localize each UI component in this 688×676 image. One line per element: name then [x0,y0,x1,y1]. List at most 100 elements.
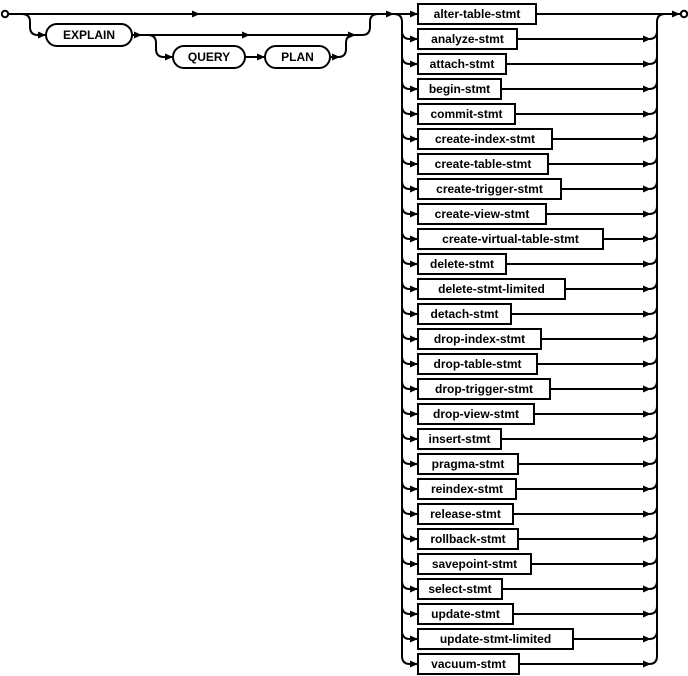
arrow-icon [410,535,418,543]
connector-line [401,555,418,565]
statement-box-update-stmt[interactable]: update-stmt [417,603,514,625]
statement-box-drop-view-stmt[interactable]: drop-view-stmt [417,403,535,425]
statement-box-create-trigger-stmt[interactable]: create-trigger-stmt [417,178,562,200]
statement-box-rollback-stmt[interactable]: rollback-stmt [417,528,519,550]
statement-box-drop-index-stmt[interactable]: drop-index-stmt [417,328,542,350]
arrow-icon [410,260,418,268]
arrow-icon [386,10,394,18]
arrow-icon [672,10,680,18]
statement-label: drop-view-stmt [433,407,519,421]
statement-box-select-stmt[interactable]: select-stmt [417,578,503,600]
connector-line [401,80,418,90]
plan-keyword-label: PLAN [281,50,314,64]
statement-box-shape [417,428,502,450]
arrow-icon [643,110,651,118]
statement-label: attach-stmt [430,57,495,71]
arrow-icon [643,360,651,368]
connector-line [330,34,355,58]
statement-box-pragma-stmt[interactable]: pragma-stmt [417,453,519,475]
connector-line [506,255,658,265]
connector-line [513,605,658,615]
connector-line [531,555,658,565]
arrow-icon [410,635,418,643]
connector-line [401,55,418,65]
statement-box-create-virtual-table-stmt[interactable]: create-virtual-table-stmt [417,228,604,250]
statement-box-savepoint-stmt[interactable]: savepoint-stmt [417,553,532,575]
statement-box-shape [417,103,516,125]
arrow-icon [134,31,142,39]
statement-box-commit-stmt[interactable]: commit-stmt [417,103,516,125]
statement-box-shape [417,503,514,525]
arrow-icon [348,31,356,39]
arrow-icon [165,53,173,61]
connector-line [401,180,418,190]
statement-box-reindex-stmt[interactable]: reindex-stmt [417,478,517,500]
arrow-icon [643,560,651,568]
arrow-icon [410,485,418,493]
arrow-icon [410,235,418,243]
arrow-icon [242,31,250,39]
statement-box-create-view-stmt[interactable]: create-view-stmt [417,203,547,225]
diagram-nodes: EXPLAIN QUERY PLAN alter-table-stmt analyze-… [0,3,688,675]
connector-line [518,455,658,465]
statement-box-begin-stmt[interactable]: begin-stmt [417,78,502,100]
statement-box-analyze-stmt[interactable]: analyze-stmt [417,28,518,50]
statement-box-vacuum-stmt[interactable]: vacuum-stmt [417,653,520,675]
statement-box-shape [417,28,518,50]
statement-label: delete-stmt [430,257,494,271]
arrow-icon [643,310,651,318]
connector-line [513,505,658,515]
statement-box-delete-stmt[interactable]: delete-stmt [417,253,507,275]
query-keyword[interactable]: QUERY [172,45,246,69]
statement-box-create-table-stmt[interactable]: create-table-stmt [417,153,549,175]
statement-label: drop-trigger-stmt [435,382,533,396]
statement-box-insert-stmt[interactable]: insert-stmt [417,428,502,450]
arrow-icon [332,53,340,61]
statement-box-drop-trigger-stmt[interactable]: drop-trigger-stmt [417,378,551,400]
arrow-icon [643,85,651,93]
statement-box-shape [417,203,547,225]
arrow-icon [410,85,418,93]
query-keyword-shape [172,45,246,69]
statement-box-drop-table-stmt[interactable]: drop-table-stmt [417,353,538,375]
statement-label: pragma-stmt [432,457,505,471]
connector-line [517,30,658,40]
arrow-icon [257,53,265,61]
statement-box-shape [417,478,517,500]
arrow-icon [410,185,418,193]
arrow-icon [410,285,418,293]
statement-box-attach-stmt[interactable]: attach-stmt [417,53,507,75]
statement-box-detach-stmt[interactable]: detach-stmt [417,303,512,325]
arrow-icon [410,660,418,668]
explain-keyword-shape [45,23,133,47]
statement-label: reindex-stmt [431,482,503,496]
connector-line [506,55,658,65]
query-keyword-label: QUERY [188,50,230,64]
statement-box-alter-table-stmt[interactable]: alter-table-stmt [417,3,537,25]
statement-box-shape [417,3,537,25]
statement-label: analyze-stmt [431,32,504,46]
plan-keyword[interactable]: PLAN [264,45,331,69]
statement-label: select-stmt [428,582,491,596]
diagram-lines [8,13,680,665]
connector-line [401,530,418,540]
statement-box-shape [417,528,519,550]
connector-line [401,380,418,390]
arrow-icon [410,210,418,218]
statement-box-release-stmt[interactable]: release-stmt [417,503,514,525]
statement-box-create-index-stmt[interactable]: create-index-stmt [417,128,553,150]
connector-line [401,30,418,40]
arrow-icon [410,310,418,318]
statement-box-update-stmt-limited[interactable]: update-stmt-limited [417,628,574,650]
arrow-icon [643,135,651,143]
statement-box-delete-stmt-limited[interactable]: delete-stmt-limited [417,278,566,300]
connector-line [361,13,379,36]
statement-label: create-table-stmt [435,157,532,171]
connector-line [537,355,658,365]
statement-label: create-view-stmt [435,207,530,221]
connector-line [546,205,658,215]
left-rail [393,13,403,656]
explain-keyword[interactable]: EXPLAIN [45,23,133,47]
statement-box-shape [417,153,549,175]
